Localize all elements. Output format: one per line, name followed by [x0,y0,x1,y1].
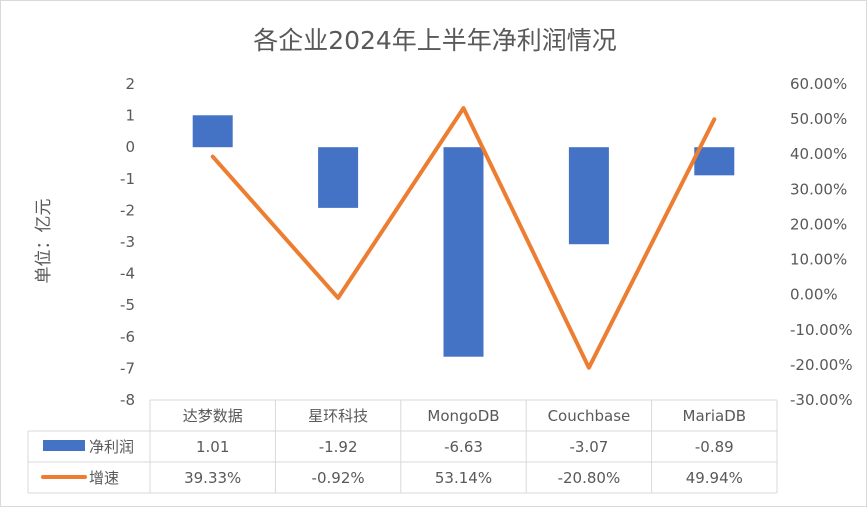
y-tick-label: -6 [120,328,135,346]
y-tick-label: -2 [120,201,135,219]
category-label: MongoDB [427,407,499,425]
y-tick-label: -4 [120,265,135,283]
y2-tick-label: 60.00% [790,75,847,93]
category-label: Couchbase [548,407,631,425]
y2-tick-label: 50.00% [790,110,847,128]
growth-value: -0.92% [312,469,365,487]
y2-tick-label: 0.00% [790,286,838,304]
chart-title: 各企业2024年上半年净利润情况 [253,26,617,55]
net-profit-value: -0.89 [695,438,734,456]
y-tick-label: -7 [120,359,135,377]
y-tick-label: 1 [125,107,135,125]
data-table: 达梦数据 星环科技 MongoDB Couchbase MariaDB 1.01 -1.92… [28,400,777,493]
y-tick-label: 2 [125,75,135,93]
bar-4 [569,147,609,244]
category-label: 星环科技 [308,407,368,425]
net-profit-value: -1.92 [319,438,358,456]
category-label: MariaDB [683,407,747,425]
y2-tick-label: 40.00% [790,145,847,163]
bar-2 [318,147,358,208]
growth-value: 49.94% [686,469,743,487]
bar-3 [444,147,484,357]
net-profit-value: -6.63 [444,438,483,456]
y-tick-label: 0 [125,138,135,156]
y2-tick-label: -30.00% [790,391,853,409]
growth-value: 39.33% [184,469,241,487]
y2-tick-label: 10.00% [790,251,847,269]
bar-series-net-profit [193,115,735,356]
legend-label-growth: 增速 [89,469,119,487]
category-label: 达梦数据 [183,407,243,425]
y-axis-label: 单位：亿元 [34,199,54,284]
growth-value: -20.80% [558,469,621,487]
y2-tick-label: 30.00% [790,180,847,198]
y2-tick-label: -10.00% [790,321,853,339]
bar-1 [193,115,233,147]
y-tick-label: -8 [120,391,135,409]
net-profit-value: 1.01 [196,438,229,456]
y-tick-label: -1 [120,170,135,188]
y-axis-right-ticks: 60.00% 50.00% 40.00% 30.00% 20.00% 10.00% 0.00… [790,75,853,409]
legend-label-net-profit: 净利润 [89,438,134,456]
y-tick-label: -5 [120,296,135,314]
net-profit-value: -3.07 [569,438,608,456]
y2-tick-label: 20.00% [790,215,847,233]
y-tick-label: -3 [120,233,135,251]
legend-key-net-profit [43,440,85,451]
growth-value: 53.14% [435,469,492,487]
y2-tick-label: -20.00% [790,356,853,374]
y-axis-left-ticks: 2 1 0 -1 -2 -3 -4 -5 -6 -7 -8 [120,75,135,409]
